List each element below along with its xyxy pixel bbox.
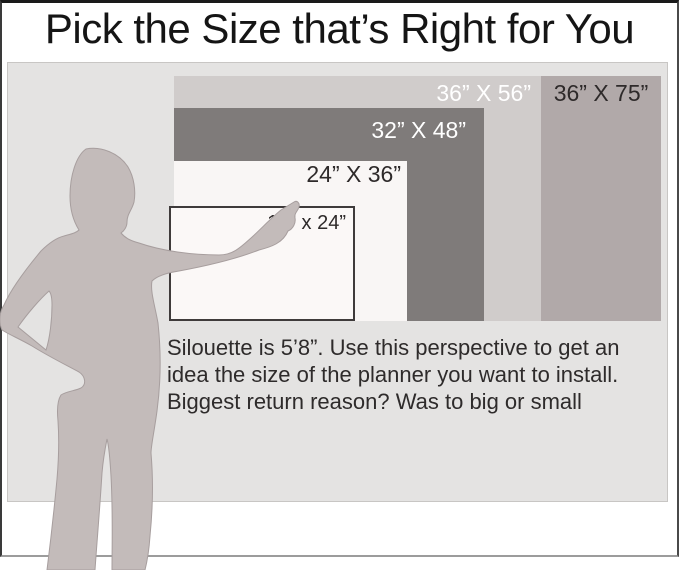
board-36x56-label: 36” X 56”: [436, 80, 531, 106]
board-19x24: 19” x 24”: [169, 206, 355, 321]
caption-text: Silouette is 5’8”. Use this perspective …: [167, 334, 662, 415]
caption-line: Silouette is 5’8”. Use this perspective …: [167, 335, 620, 360]
scale-comparison-panel: 36” X 56” 36” X 75” 32” X 48” 24” X 36” …: [7, 62, 668, 502]
board-24x36-label: 24” X 36”: [306, 161, 401, 187]
board-36x75-label: 36” X 75”: [553, 80, 649, 106]
page-title: Pick the Size that’s Right for You: [44, 5, 635, 52]
board-36x75: 36” X 75”: [541, 76, 661, 321]
caption-line: Biggest return reason? Was to big or sma…: [167, 389, 582, 414]
board-32x48-label: 32” X 48”: [371, 117, 466, 143]
caption-line: idea the size of the planner you want to…: [167, 362, 619, 387]
board-19x24-label: 19” x 24”: [267, 212, 346, 234]
